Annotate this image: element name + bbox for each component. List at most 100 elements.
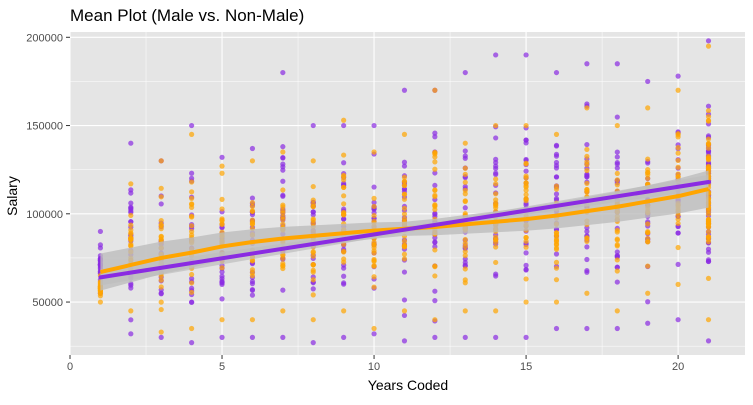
data-point bbox=[249, 145, 256, 152]
data-point bbox=[493, 234, 499, 240]
data-point bbox=[97, 299, 104, 305]
data-point bbox=[219, 206, 225, 212]
data-point bbox=[219, 278, 225, 284]
data-point bbox=[523, 168, 529, 174]
data-point bbox=[341, 334, 347, 340]
data-point bbox=[128, 317, 134, 323]
data-point bbox=[705, 275, 712, 281]
data-point bbox=[310, 269, 316, 275]
data-point bbox=[705, 258, 712, 265]
data-point bbox=[462, 69, 468, 76]
data-point bbox=[432, 211, 438, 217]
data-point bbox=[523, 122, 529, 129]
data-point bbox=[675, 145, 681, 151]
data-point bbox=[432, 130, 438, 136]
data-point bbox=[614, 165, 620, 171]
data-point bbox=[341, 117, 347, 123]
data-point bbox=[97, 293, 104, 299]
data-point bbox=[219, 170, 225, 176]
data-point bbox=[462, 280, 468, 286]
data-point bbox=[614, 308, 620, 314]
data-point bbox=[493, 122, 499, 129]
data-point bbox=[401, 196, 408, 202]
data-point bbox=[523, 276, 529, 282]
data-point bbox=[705, 118, 712, 124]
data-point bbox=[432, 170, 438, 176]
data-point bbox=[401, 159, 408, 165]
data-point bbox=[553, 191, 560, 197]
data-point bbox=[401, 216, 408, 222]
data-point bbox=[310, 183, 316, 190]
data-point bbox=[462, 183, 468, 190]
data-point bbox=[523, 334, 529, 340]
data-point bbox=[675, 134, 681, 140]
data-point bbox=[158, 306, 164, 313]
data-point bbox=[462, 266, 468, 272]
data-point bbox=[219, 265, 225, 271]
data-point bbox=[675, 164, 681, 170]
x-tick-label: 20 bbox=[672, 361, 684, 373]
data-point bbox=[584, 61, 590, 67]
data-point bbox=[614, 268, 620, 274]
data-point bbox=[432, 317, 438, 323]
data-point bbox=[128, 331, 134, 337]
data-point bbox=[493, 181, 499, 187]
data-point bbox=[189, 289, 195, 295]
data-point bbox=[158, 218, 164, 224]
data-point bbox=[553, 251, 560, 257]
data-point bbox=[614, 170, 620, 177]
data-point bbox=[705, 338, 712, 344]
data-point bbox=[523, 184, 529, 190]
data-point bbox=[310, 292, 316, 298]
data-point bbox=[462, 248, 468, 255]
data-point bbox=[614, 154, 620, 160]
data-point bbox=[158, 299, 164, 305]
data-point bbox=[553, 259, 560, 265]
data-point bbox=[249, 195, 256, 201]
data-point bbox=[219, 218, 225, 224]
data-point bbox=[553, 233, 560, 239]
data-point bbox=[310, 286, 316, 292]
data-point bbox=[249, 317, 256, 323]
data-point bbox=[462, 148, 468, 154]
data-point bbox=[462, 205, 468, 211]
data-point bbox=[189, 285, 195, 291]
data-point bbox=[189, 228, 195, 235]
data-point bbox=[523, 161, 529, 167]
data-point bbox=[158, 158, 164, 164]
data-point bbox=[553, 265, 560, 271]
data-point bbox=[675, 150, 681, 156]
data-point bbox=[189, 131, 195, 137]
data-point bbox=[584, 159, 590, 165]
data-point bbox=[219, 221, 225, 228]
data-point bbox=[493, 204, 499, 211]
data-point bbox=[401, 251, 408, 257]
data-point bbox=[645, 221, 651, 227]
data-point bbox=[341, 210, 347, 216]
data-point bbox=[645, 175, 651, 181]
data-point bbox=[341, 216, 347, 222]
data-point bbox=[310, 220, 316, 227]
data-point bbox=[645, 263, 651, 269]
data-point bbox=[219, 334, 225, 340]
data-point bbox=[432, 182, 438, 189]
x-axis-title: Years Coded bbox=[368, 377, 448, 393]
grid-lines bbox=[69, 32, 745, 355]
data-point bbox=[189, 189, 195, 195]
data-point bbox=[645, 320, 651, 326]
x-tick-label: 0 bbox=[67, 361, 73, 373]
data-point bbox=[341, 184, 347, 190]
data-point bbox=[310, 249, 316, 255]
data-point bbox=[371, 195, 377, 201]
data-point bbox=[614, 122, 620, 129]
data-point bbox=[280, 262, 286, 269]
data-point bbox=[158, 291, 164, 297]
data-point bbox=[523, 299, 529, 305]
data-point bbox=[371, 257, 377, 264]
data-point bbox=[249, 258, 256, 264]
data-point bbox=[432, 273, 438, 279]
y-tick-label: 100000 bbox=[26, 209, 63, 221]
y-tick-label: 50000 bbox=[32, 297, 63, 309]
data-point bbox=[219, 317, 225, 323]
data-point bbox=[584, 105, 590, 111]
